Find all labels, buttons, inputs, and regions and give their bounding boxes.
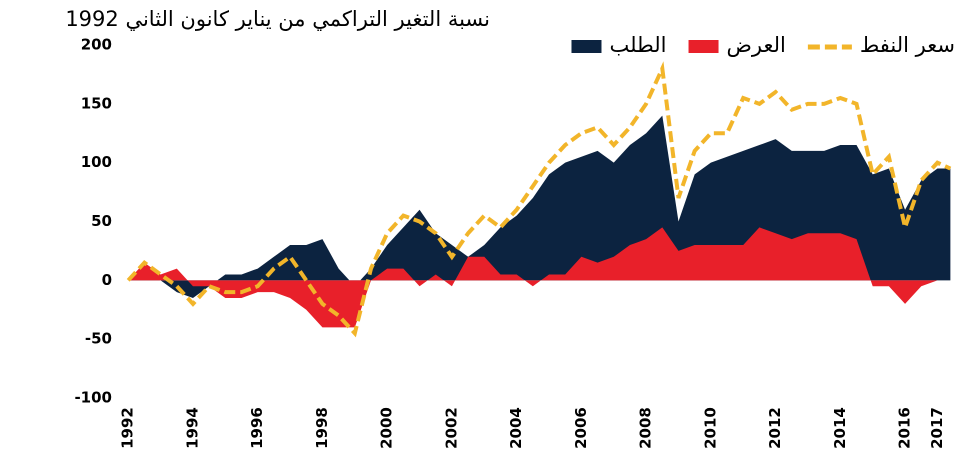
x-tick-label: 1996 [248, 407, 266, 449]
y-tick-label: -50 [85, 330, 112, 348]
y-tick-label: 50 [91, 212, 112, 230]
x-tick-label: 2016 [896, 407, 914, 449]
chart-title: نسبة التغير التراكمي من يناير كانون الثا… [65, 7, 490, 31]
legend-swatch [688, 40, 719, 53]
area [128, 227, 951, 328]
y-tick-label: 200 [81, 36, 112, 54]
x-tick-label: 1994 [183, 407, 201, 449]
x-tick-label: 2000 [378, 407, 396, 449]
y-tick-label: -100 [74, 389, 112, 407]
x-tick-label: 2012 [766, 407, 784, 449]
x-tick-label: 2004 [507, 407, 525, 449]
legend-label: سعر النفط [860, 33, 955, 57]
y-tick-label: 0 [102, 271, 112, 289]
legend-swatch [571, 40, 602, 53]
x-tick-label: 2010 [701, 407, 719, 449]
y-tick-label: 150 [81, 94, 112, 112]
x-tick-label: 1992 [119, 407, 137, 449]
x-tick-label: 2017 [928, 407, 946, 449]
x-tick-label: 2008 [637, 407, 655, 449]
x-tick-label: 2006 [572, 407, 590, 449]
x-tick-label: 1998 [313, 407, 331, 449]
line [126, 61, 952, 338]
x-tick-label: 2002 [442, 407, 460, 449]
y-tick-label: 100 [81, 153, 112, 171]
x-tick-label: 2014 [831, 407, 849, 449]
legend-label: الطلب [609, 33, 666, 57]
legend-label: العرض [727, 33, 786, 57]
